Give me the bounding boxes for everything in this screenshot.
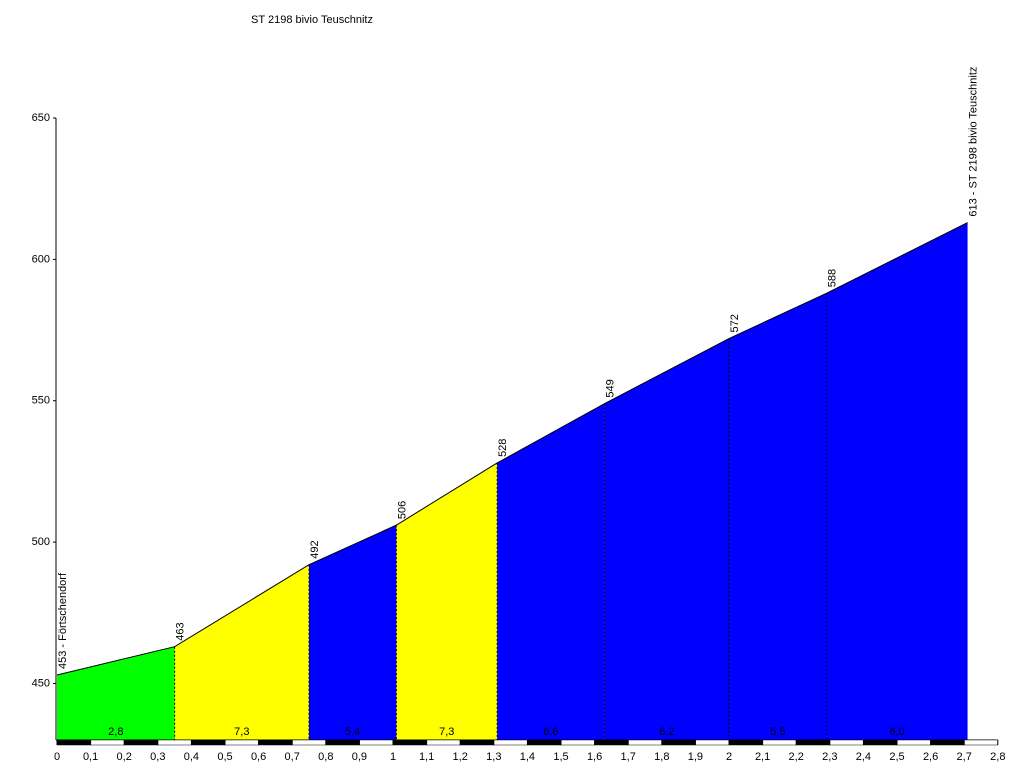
x-tick-label: 1,8 bbox=[654, 751, 669, 763]
point-label: 549 bbox=[605, 379, 617, 397]
point-label: 492 bbox=[309, 540, 321, 558]
x-tick-label: 0,3 bbox=[150, 751, 165, 763]
x-tick-label: 2,5 bbox=[889, 751, 904, 763]
x-tick-label: 2,7 bbox=[957, 751, 972, 763]
distance-bar bbox=[459, 739, 495, 746]
distance-bar bbox=[795, 739, 831, 746]
point-label: 528 bbox=[497, 439, 509, 457]
profile-line bbox=[56, 222, 968, 676]
distance-bar bbox=[594, 739, 629, 746]
x-tick-label: 0,8 bbox=[318, 751, 333, 763]
segment-area bbox=[497, 403, 605, 740]
x-tick-label: 2,2 bbox=[789, 751, 804, 763]
segment-area bbox=[826, 222, 968, 741]
y-tick-label: 550 bbox=[32, 395, 50, 407]
x-tick-label: 0,6 bbox=[251, 751, 266, 763]
grade-label: 6,6 bbox=[543, 726, 558, 738]
distance-bar bbox=[863, 739, 898, 746]
grade-label: 2,8 bbox=[108, 726, 123, 738]
distance-bar bbox=[963, 739, 999, 746]
distance-bar bbox=[325, 739, 360, 746]
distance-bar bbox=[392, 739, 427, 746]
x-tick-label: 0,2 bbox=[117, 751, 132, 763]
y-tick-label: 450 bbox=[32, 677, 50, 689]
x-tick-label: 0,7 bbox=[285, 751, 300, 763]
distance-bar bbox=[291, 739, 327, 746]
segment-area bbox=[174, 564, 309, 740]
grade-label: 5,4 bbox=[345, 726, 360, 738]
x-tick-label: 1,6 bbox=[587, 751, 602, 763]
segment-area bbox=[604, 338, 729, 740]
grade-label: 7,3 bbox=[439, 726, 454, 738]
grade-label: 6,2 bbox=[659, 726, 674, 738]
x-tick-label: 1,9 bbox=[688, 751, 703, 763]
x-tick-label: 2,3 bbox=[822, 751, 837, 763]
x-tick-label: 1,4 bbox=[520, 751, 535, 763]
x-tick-label: 2,8 bbox=[990, 751, 1005, 763]
x-tick-label: 0 bbox=[54, 751, 60, 763]
x-tick-label: 2 bbox=[726, 751, 732, 763]
point-label: 588 bbox=[826, 269, 838, 287]
distance-bar bbox=[661, 739, 696, 746]
distance-bar bbox=[224, 739, 259, 746]
segment-area bbox=[309, 525, 397, 740]
x-tick-label: 0,5 bbox=[217, 751, 232, 763]
point-label: 463 bbox=[175, 622, 187, 640]
x-tick-label: 1,1 bbox=[419, 751, 434, 763]
x-tick-label: 0,9 bbox=[352, 751, 367, 763]
point-label: 506 bbox=[396, 501, 408, 519]
distance-bar bbox=[258, 739, 293, 746]
segment-area bbox=[57, 646, 175, 740]
point-label: 572 bbox=[729, 314, 741, 332]
point-label: 453 - Förtschendorf bbox=[57, 572, 69, 669]
y-tick-label: 600 bbox=[32, 253, 50, 265]
distance-bar bbox=[527, 739, 562, 746]
grade-label: 7,3 bbox=[234, 726, 249, 738]
x-tick-label: 1,5 bbox=[553, 751, 568, 763]
chart-title: ST 2198 bivio Teuschnitz bbox=[251, 14, 373, 26]
distance-bar bbox=[695, 739, 730, 746]
distance-bar bbox=[930, 739, 965, 746]
x-tick-label: 1,3 bbox=[486, 751, 501, 763]
segment-area bbox=[729, 293, 827, 740]
distance-bar bbox=[829, 739, 864, 746]
x-tick-label: 0,4 bbox=[184, 751, 199, 763]
distance-bar bbox=[157, 739, 192, 746]
grade-label: 6,0 bbox=[889, 726, 904, 738]
y-tick-label: 650 bbox=[32, 112, 50, 124]
distance-bar bbox=[493, 739, 528, 746]
distance-bar bbox=[56, 739, 91, 746]
distance-bar bbox=[191, 739, 226, 746]
distance-bar bbox=[560, 739, 595, 746]
x-tick-label: 1,7 bbox=[621, 751, 636, 763]
point-label: 613 - ST 2198 bivio Teuschnitz bbox=[967, 67, 979, 217]
distance-bar bbox=[359, 739, 394, 746]
x-tick-label: 1,2 bbox=[453, 751, 468, 763]
distance-bar bbox=[123, 739, 159, 746]
distance-bar bbox=[627, 739, 663, 746]
x-tick-label: 2,4 bbox=[856, 751, 871, 763]
segment-area bbox=[396, 462, 498, 740]
distance-bar bbox=[426, 739, 461, 746]
grade-label: 5,5 bbox=[770, 726, 785, 738]
x-tick-label: 1 bbox=[390, 751, 396, 763]
x-tick-label: 0,1 bbox=[83, 751, 98, 763]
distance-bar bbox=[896, 739, 931, 746]
distance-bar bbox=[90, 739, 125, 746]
distance-bar bbox=[728, 739, 763, 746]
x-tick-label: 2,6 bbox=[923, 751, 938, 763]
y-tick-label: 500 bbox=[32, 536, 50, 548]
x-tick-label: 2,1 bbox=[755, 751, 770, 763]
distance-bar bbox=[762, 739, 797, 746]
